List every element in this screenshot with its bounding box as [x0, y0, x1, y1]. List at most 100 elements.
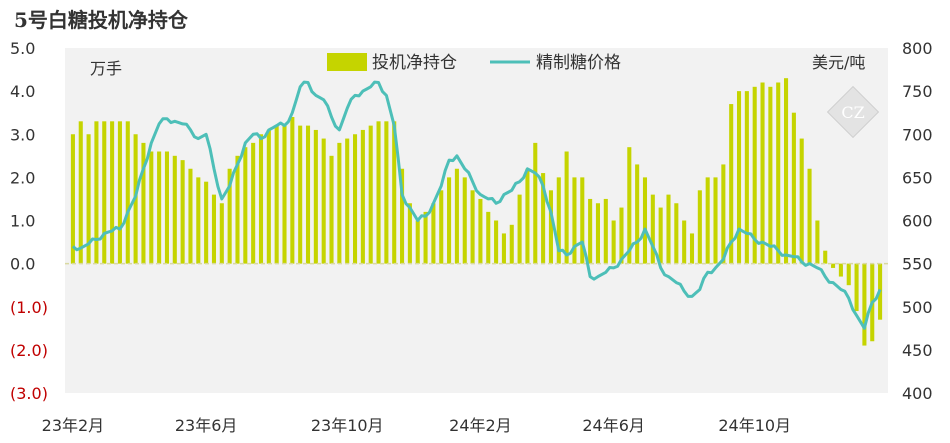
bar-94	[807, 168, 812, 264]
bar-9	[141, 142, 146, 264]
bar-87	[752, 86, 757, 264]
bar-41	[392, 121, 397, 264]
bar-19	[219, 203, 224, 264]
bar-6	[117, 121, 122, 264]
bar-68	[603, 198, 608, 264]
bar-3	[94, 121, 99, 264]
bar-59	[533, 142, 538, 264]
bar-85	[736, 91, 742, 264]
bar-86	[744, 91, 749, 264]
bar-65	[580, 177, 585, 264]
bar-76	[666, 194, 671, 264]
bar-90	[776, 82, 781, 264]
bar-0	[70, 134, 75, 264]
bar-29	[298, 125, 303, 264]
bar-89	[768, 86, 773, 264]
bar-48	[447, 177, 452, 264]
price-line	[71, 80, 882, 330]
bar-51	[470, 190, 475, 264]
right-axis-unit: 美元/吨	[812, 53, 865, 72]
bar-21	[235, 155, 240, 264]
bar-70	[619, 207, 624, 264]
bar-72	[635, 164, 640, 264]
bar-73	[642, 177, 648, 264]
bar-75	[658, 207, 663, 264]
right-tick-label: 550	[902, 255, 933, 274]
bar-78	[682, 220, 687, 264]
x-axis: 23年2月 23年6月 23年10月 24年2月 24年6月 24年10月	[42, 416, 791, 435]
bar-62	[556, 177, 561, 264]
left-axis-unit: 万手	[90, 59, 122, 78]
x-tick-label: 23年6月	[175, 416, 238, 435]
bar-14	[180, 160, 185, 264]
bar-63	[564, 151, 569, 264]
legend-bar-label: 投机净持仓	[372, 53, 457, 73]
bar-11	[157, 151, 162, 264]
left-tick-label: (1.0)	[10, 298, 48, 317]
watermark-text: CZ	[841, 103, 864, 122]
bar-84	[729, 104, 734, 264]
bar-5	[110, 121, 115, 264]
bar-52	[478, 198, 483, 264]
legend-bar-swatch	[327, 53, 367, 71]
bar-74	[650, 194, 655, 264]
right-tick-label: 600	[902, 212, 933, 231]
bar-35	[345, 138, 350, 264]
bar-33	[329, 155, 334, 264]
right-tick-label: 650	[902, 168, 933, 187]
bar-97	[831, 263, 836, 268]
bar-49	[454, 168, 459, 264]
bar-28	[290, 117, 295, 264]
bar-26	[274, 125, 279, 264]
bar-64	[572, 177, 577, 264]
legend: 投机净持仓 精制糖价格	[327, 53, 621, 73]
bar-39	[376, 121, 381, 264]
bar-15	[188, 168, 193, 264]
right-tick-label: 750	[902, 82, 933, 101]
left-tick-label: 5.0	[10, 39, 35, 58]
bar-22	[243, 147, 248, 264]
bar-30	[305, 125, 311, 264]
bar-80	[697, 190, 702, 264]
bar-54	[494, 220, 499, 264]
bar-16	[196, 177, 201, 264]
bar-series	[70, 78, 883, 346]
bar-34	[337, 142, 342, 264]
bar-20	[227, 168, 232, 264]
bar-10	[149, 151, 154, 264]
bar-53	[486, 211, 491, 264]
bar-99	[846, 263, 851, 286]
bar-37	[360, 129, 365, 264]
right-axis: 800 750 700 650 600 550 500 450 400	[902, 39, 933, 403]
bar-95	[815, 220, 820, 264]
bar-58	[525, 168, 530, 264]
bar-25	[266, 129, 271, 264]
bar-42	[400, 168, 405, 264]
bar-50	[462, 177, 467, 264]
x-tick-label: 23年10月	[311, 416, 384, 435]
bar-38	[368, 125, 373, 264]
bar-69	[611, 220, 616, 264]
bar-7	[125, 121, 130, 264]
bar-61	[548, 190, 553, 264]
left-tick-label: 1.0	[10, 212, 35, 231]
bar-36	[352, 134, 358, 264]
bar-46	[431, 203, 436, 264]
right-tick-label: 700	[902, 125, 933, 144]
bar-56	[509, 224, 514, 264]
right-tick-label: 800	[902, 39, 933, 58]
watermark-logo: CZ	[826, 85, 880, 139]
bar-1	[78, 121, 83, 264]
bar-92	[791, 112, 796, 264]
left-tick-label: 0.0	[10, 255, 35, 274]
bar-83	[721, 164, 726, 264]
bar-101	[862, 263, 867, 346]
right-tick-label: 400	[902, 384, 933, 403]
line-series	[71, 80, 882, 330]
left-tick-label: (2.0)	[10, 341, 48, 360]
bar-32	[321, 138, 326, 264]
bar-91	[784, 78, 789, 264]
bar-43	[407, 203, 412, 264]
bar-12	[164, 151, 169, 264]
